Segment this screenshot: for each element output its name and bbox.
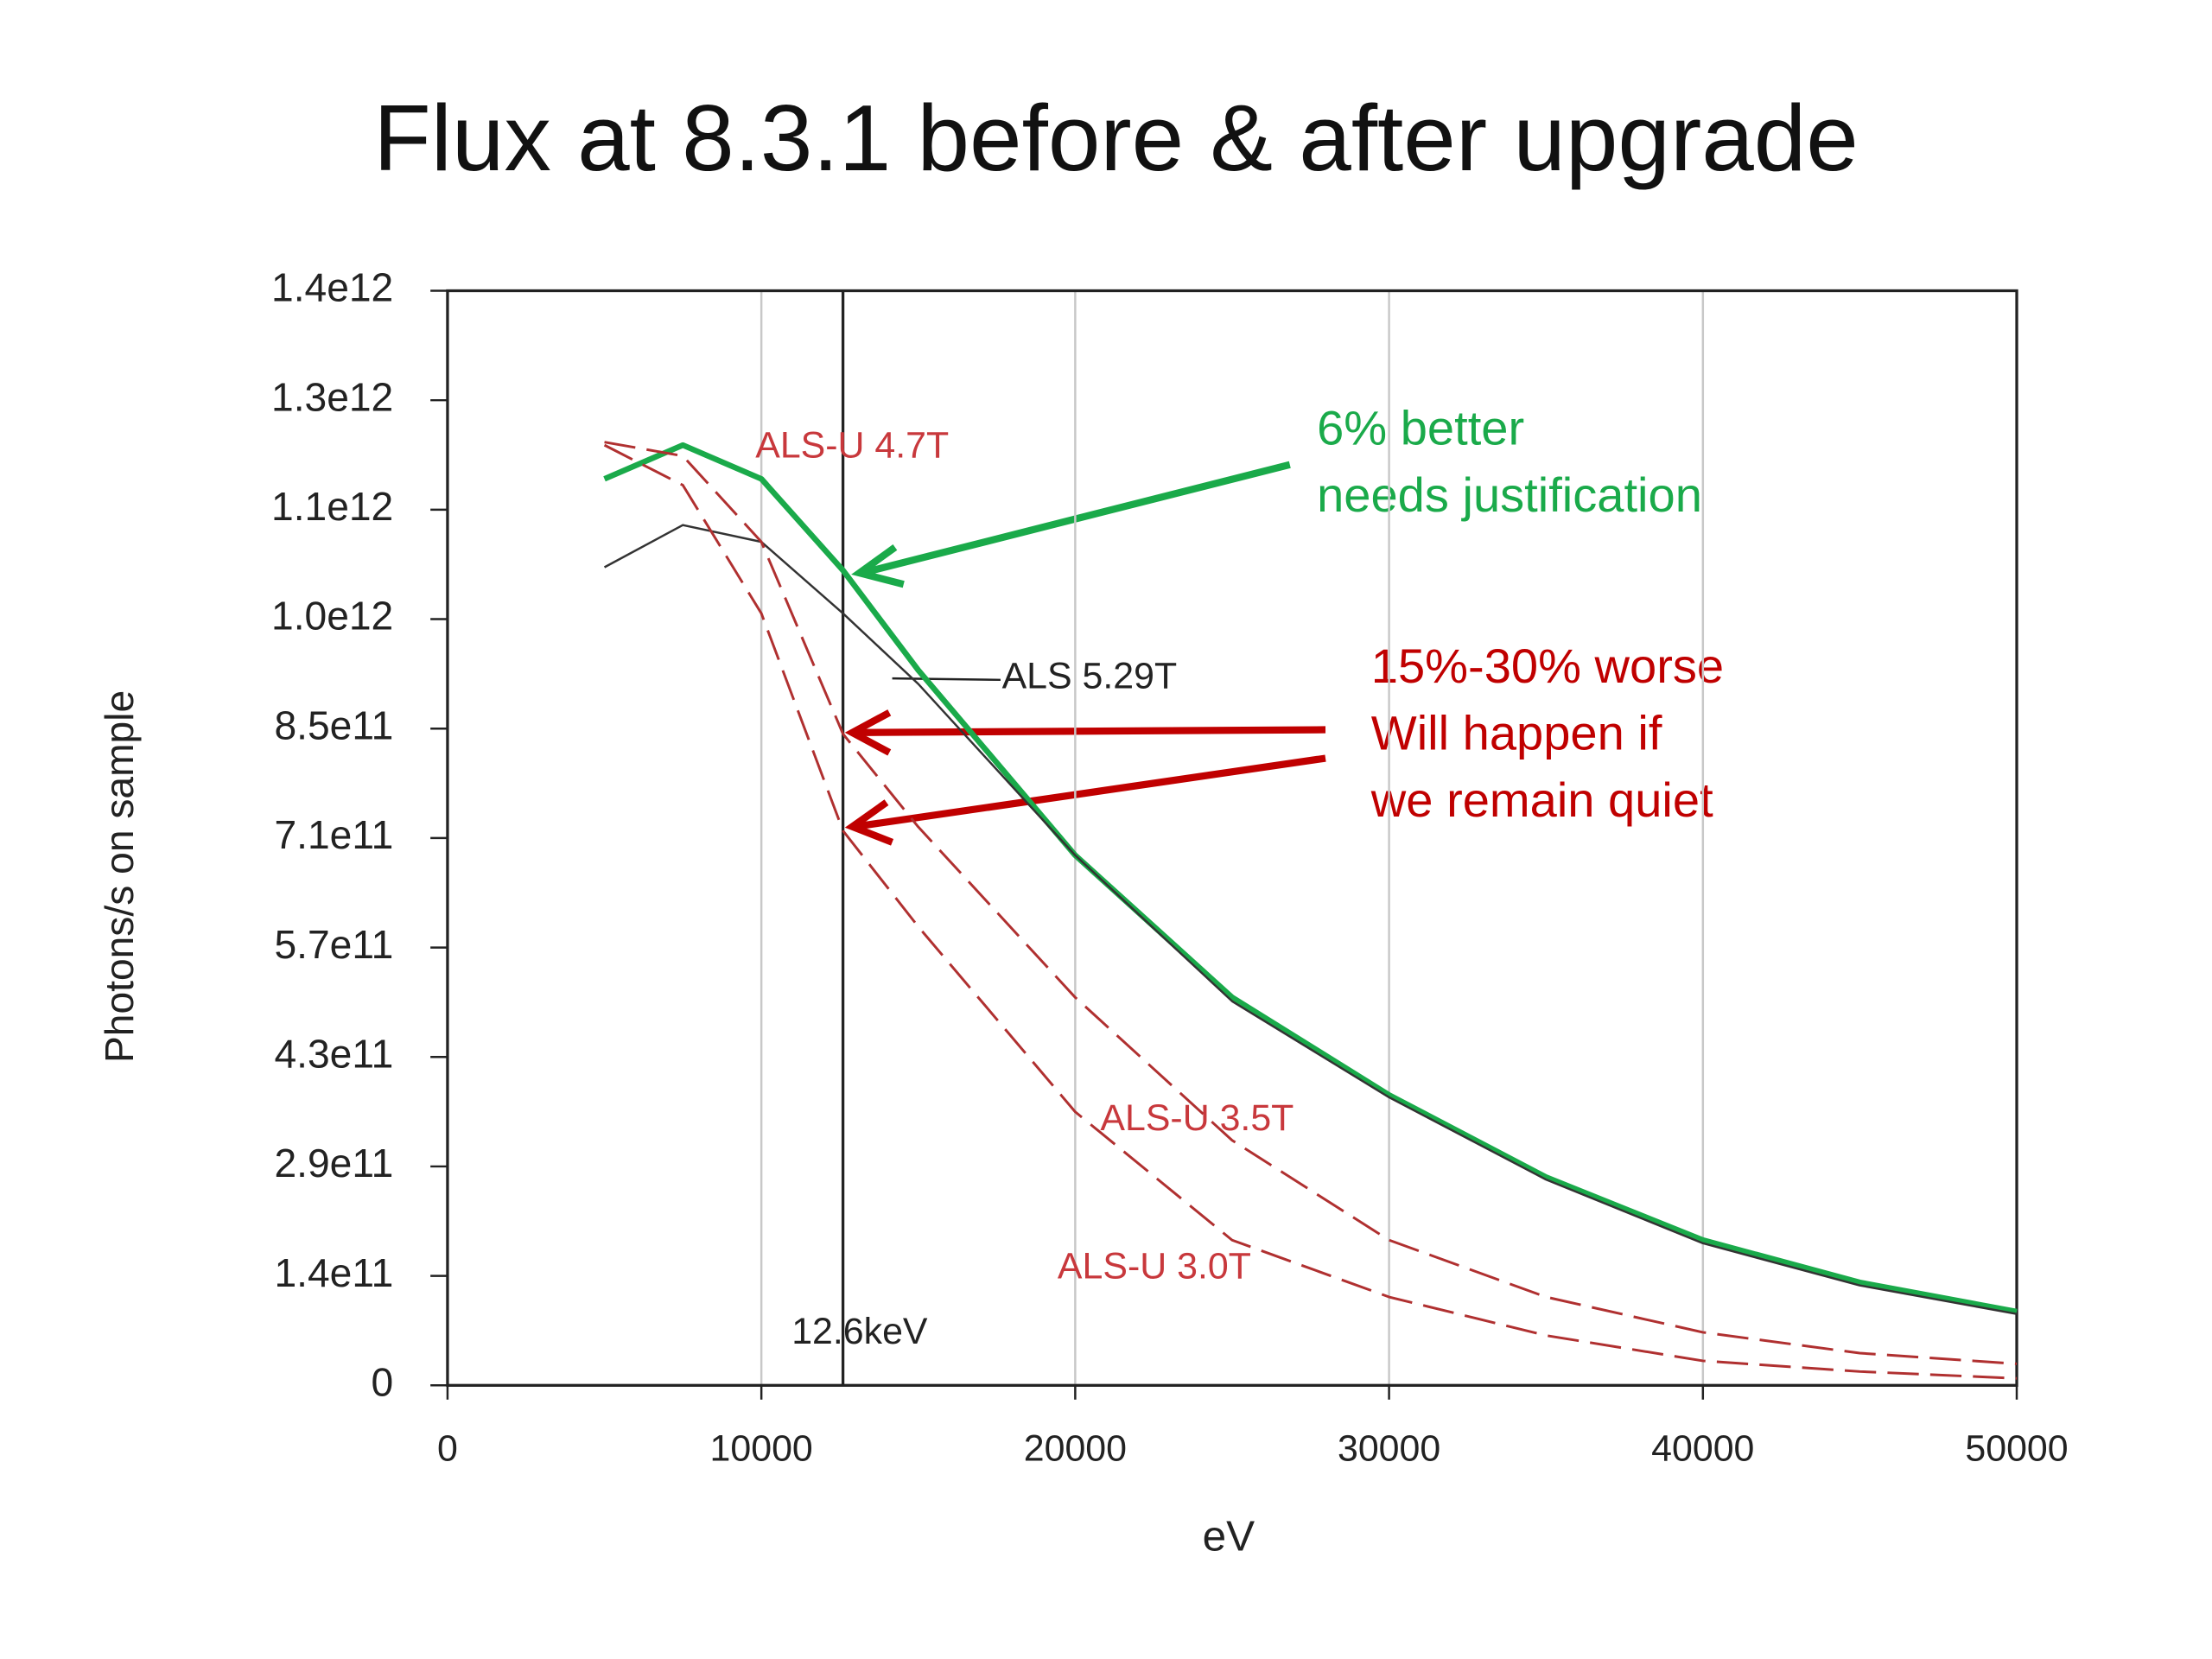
y-tick-label: 2.9e11 xyxy=(274,1141,393,1185)
y-axis-label: Photons/s on sample xyxy=(97,690,142,1063)
x-tick-label: 0 xyxy=(437,1428,458,1470)
y-tick-label: 1.1e12 xyxy=(271,484,393,529)
x-tick-label: 50000 xyxy=(1965,1428,2068,1470)
series-label: ALS-U 3.5T xyxy=(1100,1097,1294,1139)
x-tick-label: 40000 xyxy=(1651,1428,1754,1470)
plot-frame xyxy=(446,289,2018,1387)
annotation: 15%-30% worse xyxy=(1371,639,1724,693)
x-tick-label: 20000 xyxy=(1024,1428,1127,1470)
annotation: needs justification xyxy=(1317,467,1702,522)
series-label: ALS-U 3.0T xyxy=(1058,1245,1251,1287)
y-tick-label: 1.3e12 xyxy=(271,374,393,419)
arrow xyxy=(855,754,1326,830)
arrow-head xyxy=(844,709,892,756)
y-tick-label: 8.5e11 xyxy=(274,702,393,747)
series-line xyxy=(604,441,2018,1365)
x-axis-label: eV xyxy=(1203,1513,1255,1560)
arrow-head xyxy=(844,799,894,846)
arrow xyxy=(855,726,1326,736)
y-tick-label: 0 xyxy=(372,1360,394,1405)
y-tick-label: 7.1e11 xyxy=(274,812,393,857)
y-tick-label: 1.4e11 xyxy=(274,1250,393,1295)
annotation: Will happen if xyxy=(1371,706,1662,760)
annotation: 6% better xyxy=(1317,401,1524,455)
y-tick-label: 4.3e11 xyxy=(274,1031,393,1076)
y-tick-label: 1.4e12 xyxy=(271,265,393,310)
y-tick-label: 1.0e12 xyxy=(271,594,393,639)
x-tick-label: 10000 xyxy=(710,1428,813,1470)
series-line xyxy=(603,524,2018,1315)
series-label: ALS-U 4.7T xyxy=(755,424,949,466)
marker-label: 12.6keV xyxy=(791,1311,928,1352)
series-label: ALS 5.29T xyxy=(1002,655,1178,696)
y-tick-label: 5.7e11 xyxy=(274,922,393,967)
chart-title: Flux at 8.3.1 before & after upgrade xyxy=(373,86,1859,191)
x-tick-label: 30000 xyxy=(1338,1428,1440,1470)
arrow-head xyxy=(851,544,905,588)
annotation: we remain quiet xyxy=(1370,772,1713,827)
pointer xyxy=(892,677,1001,682)
series-line xyxy=(603,442,2018,1315)
series-line xyxy=(603,443,2018,1380)
